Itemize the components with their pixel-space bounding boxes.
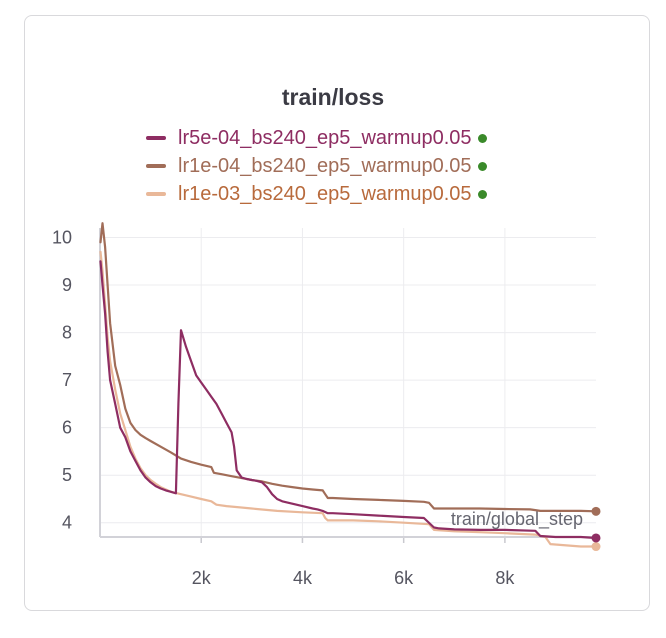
grid-lines <box>100 228 596 537</box>
y-tick-label: 6 <box>62 418 72 438</box>
y-tick-label: 9 <box>62 275 72 295</box>
y-tick-label: 5 <box>62 465 72 485</box>
legend-entry[interactable]: lr1e-04_bs240_ep5_warmup0.05 <box>146 152 487 180</box>
x-tick-label: 2k <box>192 568 212 588</box>
series-line-1 <box>99 260 598 540</box>
x-tick-label: 4k <box>293 568 313 588</box>
status-dot-icon <box>477 133 487 143</box>
series-end-point-3 <box>591 542 601 552</box>
legend-entry[interactable]: lr5e-04_bs240_ep5_warmup0.05 <box>146 124 487 152</box>
chart-legend: lr5e-04_bs240_ep5_warmup0.05 lr1e-04_bs2… <box>146 124 487 208</box>
y-tick-label: 7 <box>62 370 72 390</box>
x-tick-label: 8k <box>495 568 515 588</box>
legend-swatch-icon <box>146 136 166 140</box>
series-line-3 <box>99 250 598 548</box>
status-dot-icon <box>477 189 487 199</box>
x-axis-label: train/global_step <box>451 509 583 530</box>
legend-swatch-icon <box>146 164 166 168</box>
legend-label: lr1e-04_bs240_ep5_warmup0.05 <box>178 154 472 177</box>
status-dot-icon <box>477 161 487 171</box>
legend-entry[interactable]: lr1e-03_bs240_ep5_warmup0.05 <box>146 180 487 208</box>
y-tick-label: 8 <box>62 323 72 343</box>
axes: 4 5 6 7 8 9 10 2k 4k 6k 8k <box>52 228 596 588</box>
series-end-point-2 <box>591 506 601 516</box>
x-tick-label: 6k <box>394 568 414 588</box>
y-tick-label: 4 <box>62 513 72 533</box>
series-lines <box>99 222 601 552</box>
y-tick-label: 10 <box>52 228 72 248</box>
series-end-point-1 <box>591 533 601 543</box>
legend-label: lr5e-04_bs240_ep5_warmup0.05 <box>178 126 472 149</box>
series-line-2 <box>99 222 598 513</box>
chart-title: train/loss <box>281 84 385 110</box>
legend-label: lr1e-03_bs240_ep5_warmup0.05 <box>178 182 472 205</box>
legend-swatch-icon <box>146 192 166 196</box>
